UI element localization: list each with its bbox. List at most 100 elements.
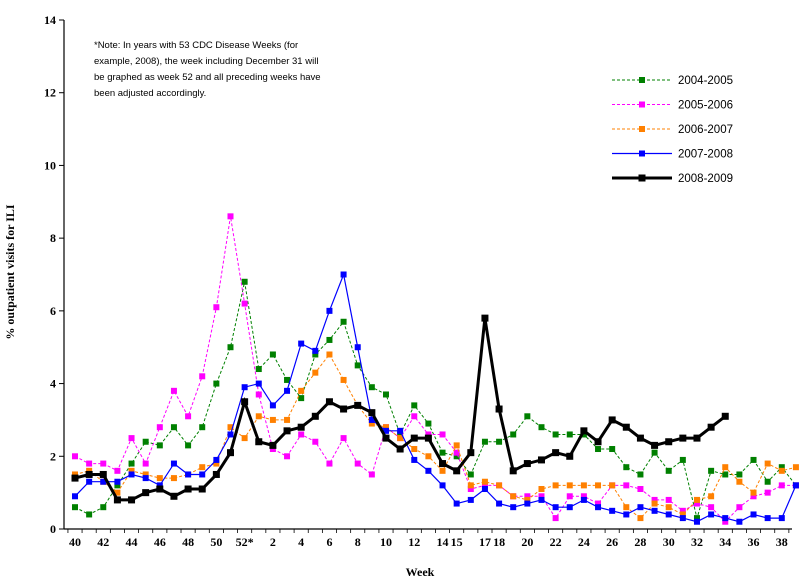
data-point: [71, 474, 79, 482]
data-point: [411, 446, 418, 453]
data-point: [284, 416, 291, 423]
data-point: [213, 304, 220, 311]
data-point: [524, 500, 531, 507]
data-point: [750, 456, 757, 463]
data-point: [325, 398, 333, 406]
series-line-2004-2005: [74, 281, 797, 521]
data-point: [340, 405, 348, 413]
data-point: [722, 515, 729, 522]
y-tick-label: 0: [50, 522, 56, 536]
data-point: [750, 511, 757, 518]
data-point: [227, 431, 234, 438]
data-point: [778, 482, 785, 489]
data-point: [241, 398, 249, 406]
data-point: [368, 416, 375, 423]
data-point: [736, 478, 743, 485]
data-point: [128, 496, 136, 504]
data-point: [241, 278, 248, 285]
data-point: [170, 475, 177, 482]
data-point: [453, 467, 461, 475]
x-tick-label: 15: [451, 535, 463, 549]
data-point: [623, 464, 630, 471]
data-point: [156, 424, 163, 431]
data-point: [665, 438, 673, 446]
data-point: [736, 518, 743, 525]
data-point: [665, 504, 672, 511]
data-point: [552, 515, 559, 522]
data-point: [651, 507, 658, 514]
data-point: [185, 442, 192, 449]
data-point: [721, 412, 729, 420]
data-point: [326, 460, 333, 467]
data-point: [340, 318, 347, 325]
data-point: [651, 441, 659, 449]
data-point: [566, 452, 574, 460]
data-point: [481, 314, 489, 322]
data-point: [114, 478, 121, 485]
data-point: [255, 366, 262, 373]
data-point: [354, 362, 361, 369]
chart-note: *Note: In years with 53 CDC Disease Week…: [94, 40, 321, 99]
series-2006-2007: [72, 351, 799, 522]
data-point: [425, 420, 432, 427]
legend-label: 2007-2008: [678, 149, 733, 161]
series-lines: [71, 213, 799, 525]
data-point: [453, 453, 460, 460]
legend-label: 2004-2005: [678, 75, 733, 87]
y-axis: 0 2 4 6 8 10 12 14: [44, 13, 64, 536]
data-point: [298, 340, 305, 347]
data-point: [185, 471, 192, 478]
data-point: [397, 435, 404, 442]
data-point: [368, 420, 375, 427]
data-point: [693, 518, 700, 525]
data-point: [241, 384, 248, 391]
data-point: [595, 500, 602, 507]
data-point: [580, 427, 588, 435]
data-point: [312, 438, 319, 445]
data-point: [312, 351, 319, 358]
data-point: [312, 369, 319, 376]
data-point: [736, 504, 743, 511]
data-point: [170, 387, 177, 394]
data-point: [636, 434, 644, 442]
data-point: [679, 515, 686, 522]
data-point: [72, 504, 78, 511]
data-point: [509, 467, 517, 475]
data-point: [439, 431, 446, 438]
data-point: [170, 424, 177, 431]
data-point: [255, 413, 262, 420]
data-point: [580, 431, 587, 438]
data-point: [311, 412, 319, 420]
data-point: [113, 496, 121, 504]
data-point: [72, 471, 78, 478]
data-point: [524, 493, 531, 500]
data-point: [298, 387, 305, 394]
x-tick-label: 22: [550, 535, 562, 549]
data-point: [255, 438, 263, 446]
x-tick-label: 12: [408, 535, 420, 549]
data-point: [467, 486, 474, 493]
x-tick-label: 34: [719, 535, 731, 549]
data-point: [382, 424, 389, 431]
data-point: [566, 482, 573, 489]
x-tick-label: 17: [479, 535, 491, 549]
data-point: [354, 401, 362, 409]
data-point: [425, 431, 432, 438]
y-tick-label: 4: [50, 377, 56, 391]
data-point: [552, 431, 559, 438]
x-tick-label: 6: [326, 535, 332, 549]
data-point: [411, 456, 418, 463]
data-point: [524, 496, 531, 503]
data-point: [142, 489, 150, 497]
x-axis-label: Week: [406, 565, 435, 579]
y-axis-label: % outpatient visits for ILI: [3, 204, 17, 339]
data-point: [199, 373, 206, 380]
data-point: [241, 435, 248, 442]
data-point: [708, 511, 715, 518]
x-tick-label: 46: [154, 535, 166, 549]
data-point: [298, 431, 305, 438]
data-point: [114, 489, 121, 496]
x-tick-label: 8: [355, 535, 361, 549]
data-point: [269, 446, 276, 453]
data-point: [538, 493, 545, 500]
